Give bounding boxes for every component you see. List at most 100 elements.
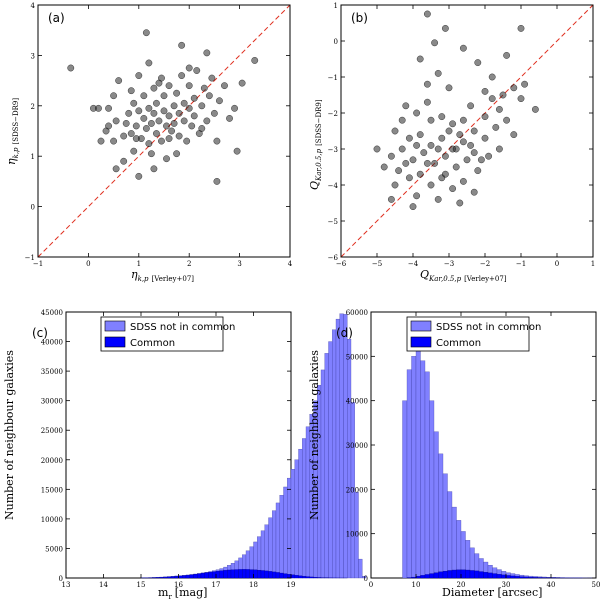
panel-d-bar-sdss: [420, 360, 426, 579]
panel-a-point: [130, 147, 138, 155]
panel-c-bar-common: [257, 569, 262, 579]
panel-a-point: [145, 104, 153, 112]
panel-b-ylabel-sub2: [SDSS−DR9]: [315, 99, 323, 146]
panel-a-xtick-label: 3: [237, 260, 241, 268]
panel-c-bar-common: [264, 570, 269, 579]
panel-b-point: [503, 116, 511, 124]
panel-c-bar-sdss: [362, 576, 367, 579]
panel-d-bar-common: [514, 576, 520, 579]
panel-c-bar-common: [230, 569, 235, 579]
panel-d-bar-common: [537, 577, 543, 579]
panel-b-point: [416, 170, 424, 178]
panel-c-bar-common: [302, 576, 307, 579]
panel-a-point: [150, 165, 158, 173]
panel-d-xtick-label: 0: [369, 581, 373, 589]
panel-d-bar-common: [487, 572, 493, 579]
panel-d-bar-sdss: [456, 520, 462, 579]
panel-b-point: [449, 120, 457, 128]
panel-b-point: [470, 188, 478, 196]
panel-a-point: [120, 132, 128, 140]
panel-a-point: [127, 130, 135, 137]
panel-a-point: [112, 117, 120, 125]
panel-d-bar-sdss: [442, 473, 448, 579]
panel-a-ytick-label: 1: [31, 153, 35, 161]
panel-d-histogram: 0 10 20 30 40 50 0 10000 20000 30000 40000 50000 600…: [308, 309, 600, 599]
panel-a-xtick-label: 1: [137, 260, 141, 268]
panel-c-bar-common: [283, 573, 288, 579]
panel-b-point: [510, 131, 518, 139]
panel-c-ytick-label: 10000: [41, 516, 63, 524]
panel-b-point: [477, 156, 485, 164]
panel-b-point: [402, 159, 410, 167]
panel-d-bar-common: [447, 570, 453, 579]
panel-c-histogram: 13 14 15 16 17 18 19 0 5000 10000 15000 20000 25000 3…: [3, 309, 367, 600]
panel-a-xlabel-sub2: [Verley+07]: [152, 275, 195, 283]
panel-c-bar-common: [279, 572, 284, 579]
panel-b-point: [485, 152, 493, 160]
panel-a-point: [158, 137, 165, 145]
panel-b-point: [423, 98, 431, 106]
panel-c-ylabel: Number of neighbour galaxies: [3, 350, 16, 520]
panel-a-point: [132, 135, 140, 143]
panel-d-ytick-label: 20000: [346, 486, 368, 494]
panel-b-point: [427, 116, 435, 124]
panel-b-xtick-label: −5: [372, 260, 382, 268]
panel-a-xtick-label: 0: [86, 260, 90, 268]
panel-b-point: [499, 91, 507, 99]
panel-b-point: [456, 199, 464, 207]
panel-a-point: [238, 79, 246, 87]
panel-c-bar-common: [238, 569, 243, 579]
panel-a-point: [221, 82, 228, 90]
panel-d-xtick-label: 50: [592, 581, 600, 589]
panel-b-xlabel-symbol: Q: [420, 268, 429, 281]
panel-a-xtick-label: 2: [187, 260, 191, 268]
panel-a-point: [168, 127, 176, 135]
panel-a-point: [125, 109, 133, 117]
panel-b-point: [398, 145, 406, 153]
panel-b-point: [481, 134, 489, 142]
panel-d-legend-swatch-common: [410, 336, 432, 348]
panel-a-point: [147, 119, 155, 127]
panel-a-point: [170, 102, 178, 110]
panel-b-ylabel: QKar,0.5,p [SDSS−DR9]: [308, 99, 323, 190]
panel-b-point: [495, 145, 503, 153]
panel-c-bar-sdss: [279, 495, 284, 579]
panel-c-bar-common: [317, 577, 322, 579]
panel-a-point: [215, 97, 223, 105]
panel-d-bar-sdss: [438, 453, 444, 579]
panel-b-point: [474, 167, 482, 175]
panel-a-point: [67, 64, 75, 72]
panel-b-point: [470, 127, 478, 135]
panel-a-point: [142, 29, 150, 37]
panel-a-xlabel-symbol: η: [131, 268, 138, 281]
panel-d-bar-common: [474, 570, 480, 579]
panel-b-point: [452, 163, 460, 171]
panel-a-point: [213, 177, 221, 185]
panel-a-point: [142, 125, 150, 132]
panel-b-point: [474, 59, 482, 67]
panel-a-point: [135, 72, 143, 80]
panel-d-bar-common: [433, 572, 439, 579]
panel-b-point: [387, 152, 395, 160]
panel-c-xtick-label: 14: [99, 581, 108, 589]
panel-c-bar-sdss: [350, 402, 355, 579]
panel-b-point: [441, 170, 449, 178]
panel-a-point: [208, 74, 216, 82]
panel-b-point: [488, 73, 496, 81]
panel-d-bar-common: [438, 571, 444, 579]
panel-a-ylabel-sub: k,p: [12, 147, 20, 158]
panel-a-point: [95, 104, 102, 112]
panel-b-point: [449, 185, 457, 193]
panel-a-point: [105, 122, 113, 130]
panel-d-legend-sdss: SDSS not in common: [436, 322, 541, 333]
panel-b-point: [409, 156, 417, 164]
panel-b-point: [459, 138, 467, 146]
panel-c-bar-common: [163, 576, 168, 579]
panel-b-point: [387, 195, 395, 203]
panel-b-point: [431, 39, 439, 47]
panel-a-point: [150, 84, 158, 92]
panel-b-point: [402, 102, 410, 110]
panel-b-xlabel: QKar,0.5,p [Verley+07]: [420, 268, 507, 283]
panel-b-point: [391, 181, 399, 189]
